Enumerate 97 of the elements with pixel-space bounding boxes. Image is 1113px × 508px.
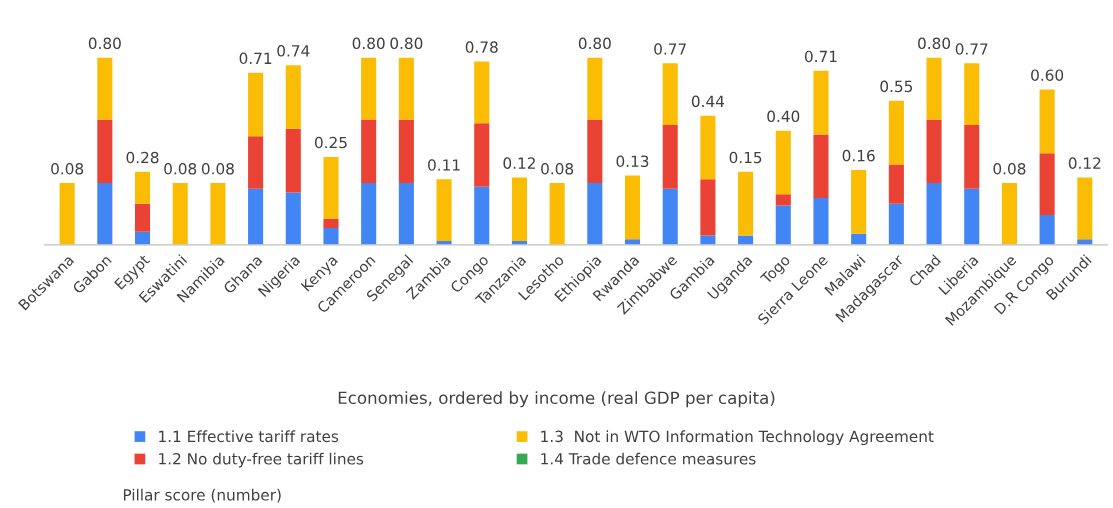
annotation: 0.15 xyxy=(729,151,762,164)
bar xyxy=(398,57,414,120)
bar xyxy=(587,119,603,184)
bar xyxy=(549,183,565,245)
bar xyxy=(662,188,678,245)
bar xyxy=(134,203,151,232)
annotation: 0.60 xyxy=(1031,69,1064,81)
bar xyxy=(474,61,490,124)
text: Pillar score (number) xyxy=(123,488,281,503)
bar xyxy=(361,57,377,120)
bar xyxy=(738,235,754,245)
bar xyxy=(474,123,490,187)
bar xyxy=(285,192,301,245)
annotation: 0.08 xyxy=(51,162,84,175)
annotation: 0.08 xyxy=(993,162,1026,175)
legend-label: 1.4 Trade defence measures xyxy=(541,452,756,465)
annotation: 0.71 xyxy=(804,50,837,63)
annotation: 0.77 xyxy=(654,43,686,55)
annotation: 0.12 xyxy=(503,157,535,169)
annotation: 0.44 xyxy=(691,95,725,108)
annotation: 0.40 xyxy=(767,110,800,123)
annotation: 0.13 xyxy=(616,155,649,168)
annotation: 0.80 xyxy=(88,37,121,50)
annotation: 0.16 xyxy=(842,149,875,162)
bar xyxy=(587,57,603,120)
legend-label: 1.1 Effective tariff rates xyxy=(159,430,339,443)
bar xyxy=(888,164,904,204)
bar xyxy=(926,57,942,120)
annotation: 0.80 xyxy=(578,37,611,50)
bar xyxy=(662,125,678,189)
bar xyxy=(1077,177,1093,240)
bar xyxy=(248,188,264,245)
annotation: 0.55 xyxy=(880,80,913,93)
bar xyxy=(248,72,264,137)
bar xyxy=(97,57,113,120)
bar xyxy=(738,171,754,236)
bar xyxy=(624,175,641,240)
annotation: 0.77 xyxy=(955,43,988,55)
bar xyxy=(1039,89,1055,154)
bar xyxy=(511,177,527,242)
bar xyxy=(813,134,829,199)
bar xyxy=(926,119,942,184)
bar xyxy=(964,125,980,189)
bar xyxy=(134,171,151,204)
annotation: 0.71 xyxy=(239,52,272,65)
annotation: 0.80 xyxy=(918,37,951,50)
bar xyxy=(97,119,113,184)
bar xyxy=(700,235,716,245)
bar xyxy=(361,183,377,245)
bar xyxy=(775,205,791,245)
bar xyxy=(1039,153,1055,215)
bar xyxy=(436,179,452,242)
bar xyxy=(964,63,980,126)
annotation: 0.08 xyxy=(541,162,574,175)
bar xyxy=(775,130,791,195)
bar xyxy=(1001,183,1017,245)
bar xyxy=(285,65,301,129)
bar xyxy=(813,70,829,135)
annotation: 0.28 xyxy=(126,151,159,164)
bar xyxy=(210,183,226,245)
bar xyxy=(888,203,904,245)
bar xyxy=(888,100,904,165)
bar xyxy=(775,194,791,206)
annotation: 0.25 xyxy=(314,136,347,149)
bar xyxy=(134,231,151,245)
annotation: 0.74 xyxy=(277,45,310,57)
bar xyxy=(1039,214,1055,245)
bar xyxy=(172,183,188,245)
annotation: 0.80 xyxy=(390,37,423,50)
bar xyxy=(700,179,716,236)
bar xyxy=(59,183,75,245)
bar xyxy=(323,156,339,219)
bar xyxy=(323,228,339,245)
bar xyxy=(662,63,678,126)
bar xyxy=(323,218,339,229)
annotation: 0.78 xyxy=(465,41,498,53)
bar xyxy=(700,115,716,180)
bar xyxy=(926,183,942,245)
bar xyxy=(97,183,113,245)
bar xyxy=(248,136,264,189)
bar xyxy=(474,186,490,245)
legend-label: 1.3 Not in WTO Information Technology Agreement xyxy=(541,430,934,446)
annotation: 0.12 xyxy=(1068,157,1101,169)
legend-label: 1.2 No duty-free tariff lines xyxy=(159,452,364,468)
bar xyxy=(361,119,377,184)
bar xyxy=(964,188,980,245)
annotation: 0.08 xyxy=(164,162,197,175)
bar xyxy=(813,198,829,245)
bar xyxy=(851,169,867,234)
bar xyxy=(285,128,301,193)
bar xyxy=(398,183,414,245)
annotation: 0.11 xyxy=(428,159,460,171)
bar xyxy=(398,119,414,184)
x-axis-title: Economies, ordered by income (real GDP per capita) xyxy=(338,391,775,408)
bar xyxy=(587,183,603,245)
annotation: 0.08 xyxy=(201,162,234,175)
annotation: 0.80 xyxy=(352,37,385,50)
